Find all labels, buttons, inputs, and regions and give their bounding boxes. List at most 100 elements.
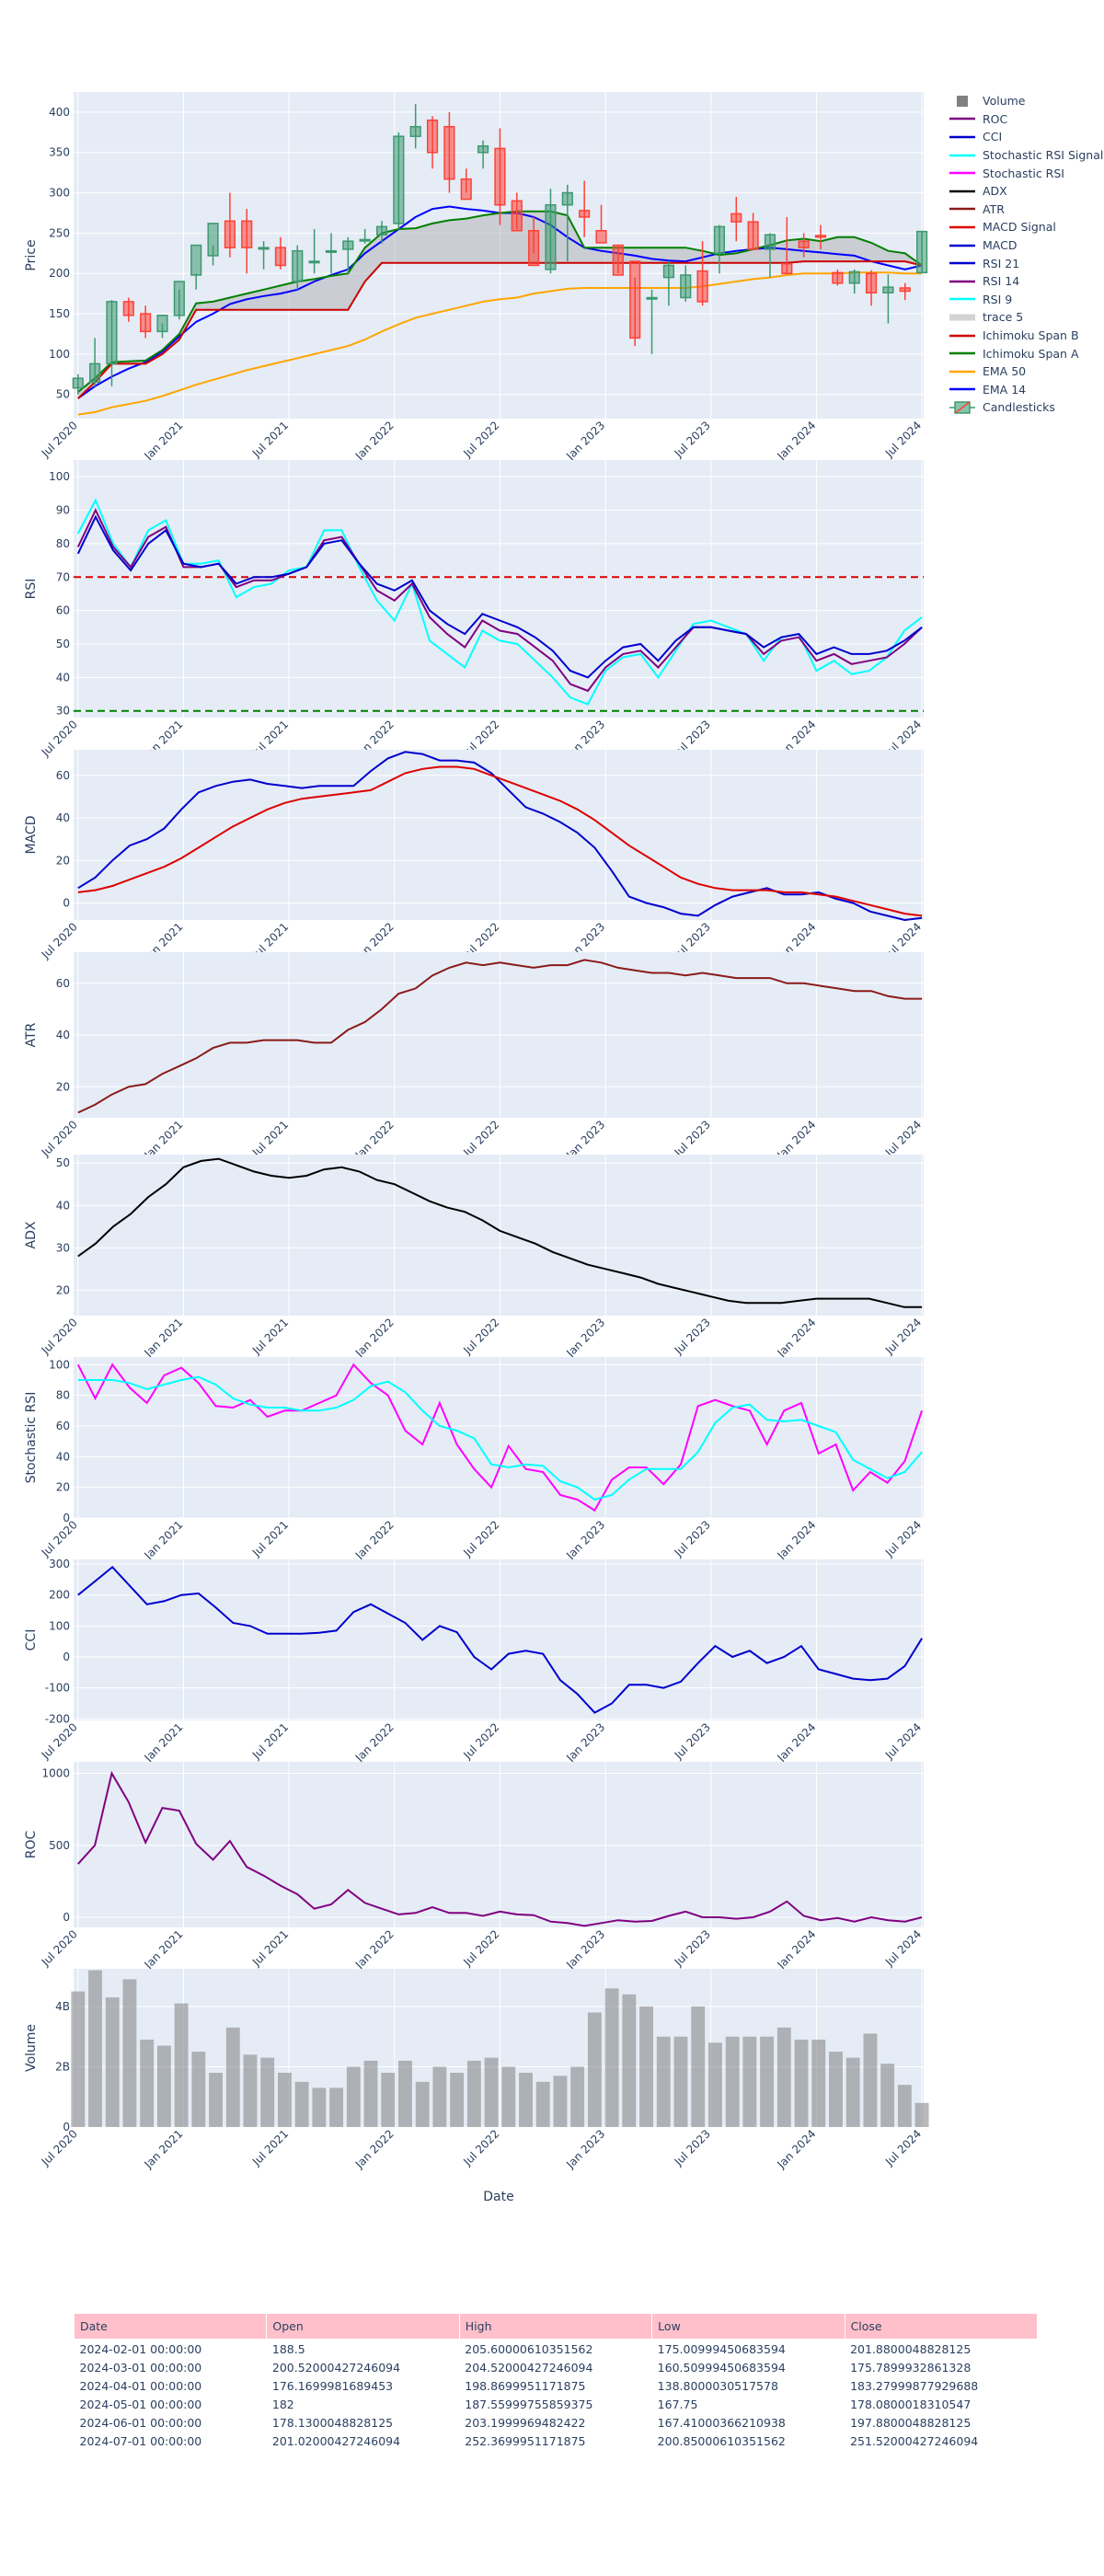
macd-line (77, 751, 923, 922)
stoch-plot-area (74, 1357, 924, 1518)
y-tick-label: 60 (56, 604, 70, 617)
legend-label: EMA 50 (983, 364, 1027, 379)
legend-item[interactable]: MACD Signal (948, 218, 1099, 236)
legend-label: RSI 9 (983, 292, 1013, 306)
candle-body (696, 270, 708, 303)
legend-item[interactable]: RSI 21 (948, 254, 1099, 272)
volume-bar (760, 2036, 775, 2127)
x-tick-label: Jul 2022 (460, 419, 501, 460)
ohlc-table: Date Open High Low Close 2024-02-01 00:0… (73, 2313, 1039, 2450)
volume-bar (363, 2060, 378, 2127)
legend-item[interactable]: RSI 14 (948, 272, 1099, 291)
y-tick-label: 0 (63, 2121, 70, 2133)
roc-plot-area (74, 1762, 924, 1927)
legend-item[interactable]: Volume (948, 92, 1099, 110)
y-tick-label: 300 (49, 1558, 70, 1570)
y-tick-label: 70 (56, 570, 70, 583)
candle-body (359, 238, 371, 242)
volume-bar (587, 2012, 602, 2127)
legend-item[interactable]: EMA 50 (948, 362, 1099, 381)
candle-body (662, 264, 674, 279)
table-cell: 251.52000427246094 (850, 2433, 979, 2448)
candle-body (747, 221, 759, 250)
candle-body (190, 244, 202, 276)
volume-bar (243, 2054, 258, 2127)
y-tick-label: 50 (56, 638, 70, 650)
legend-item[interactable]: EMA 14 (948, 381, 1099, 399)
legend-square-icon (957, 95, 968, 107)
legend-swatch (949, 314, 975, 321)
x-tick-label: Jul 2020 (39, 1118, 80, 1159)
legend-item[interactable]: ROC (948, 110, 1099, 129)
volume-bar (794, 2039, 809, 2127)
legend-item[interactable]: trace 5 (948, 308, 1099, 327)
x-axis-title: Date (483, 2190, 513, 2204)
volume-bar (415, 2081, 430, 2127)
candle-body (848, 270, 860, 284)
volume-bar (570, 2066, 585, 2127)
y-tick-label: 2B (55, 2060, 70, 2073)
legend-swatch (949, 154, 975, 156)
legend-item[interactable]: Candlesticks (948, 398, 1099, 417)
legend-item[interactable]: Stochastic RSI Signal (948, 146, 1103, 165)
table-cell: 204.52000427246094 (465, 2360, 593, 2375)
candle-body (865, 272, 878, 294)
x-tick-label: Jul 2024 (882, 1720, 924, 1762)
legend-item[interactable]: ADX (948, 182, 1099, 201)
ichimoku-span-b-line (77, 260, 923, 399)
legend-item[interactable]: ATR (948, 201, 1099, 219)
legend-swatch (949, 370, 975, 373)
table-header-cell: Date (73, 2313, 268, 2340)
volume-bar (88, 1970, 102, 2127)
y-tick-label: 80 (56, 537, 70, 550)
legend-item[interactable]: CCI (948, 128, 1099, 146)
table-cell: 2024-07-01 00:00:00 (79, 2433, 202, 2448)
volume-bar (209, 2073, 223, 2127)
x-tick-label: Jan 2021 (142, 1720, 186, 1765)
y-tick-label: 1000 (41, 1767, 70, 1780)
table-cell: 183.27999877929688 (850, 2378, 979, 2393)
candle-body (713, 225, 726, 255)
legend-swatch (949, 280, 975, 282)
table-cell: 203.1999969482422 (465, 2415, 586, 2430)
macd-y-axis-title: MACD (24, 816, 39, 855)
y-tick-label: 20 (56, 1481, 70, 1494)
table-cell: 252.3699951171875 (465, 2433, 586, 2448)
y-tick-label: 30 (56, 1241, 70, 1254)
price-panel: 50 100 150 200 250 300 350 400 Jul 2020 Jan 2021 J… (24, 92, 928, 491)
legend-item[interactable]: Stochastic RSI (948, 164, 1099, 182)
table-cell: 201.8800048828125 (850, 2341, 972, 2356)
candle-body (274, 247, 287, 267)
volume-bar (71, 1991, 86, 2127)
legend-item[interactable]: Ichimoku Span B (948, 327, 1099, 345)
table-cell: 175.00999450683594 (657, 2341, 786, 2356)
candle-body (140, 313, 152, 333)
legend-swatch (957, 95, 968, 107)
volume-bar (174, 2003, 189, 2127)
volume-bar (156, 2045, 171, 2127)
y-tick-label: 100 (49, 1358, 70, 1371)
legend-label: ATR (983, 201, 1005, 216)
x-tick-label: Jul 2021 (249, 2127, 291, 2168)
candle-body (528, 230, 540, 267)
legend-item[interactable]: MACD (948, 236, 1099, 255)
y-tick-label: 200 (49, 267, 70, 280)
candle-body (443, 125, 455, 180)
volume-bar (432, 2066, 447, 2127)
y-tick-label: 50 (56, 388, 70, 401)
legend-item[interactable]: RSI 9 (948, 291, 1099, 309)
legend-label: EMA 14 (983, 382, 1027, 397)
x-tick-label: Jul 2021 (249, 1927, 291, 1969)
legend-item[interactable]: Ichimoku Span A (948, 344, 1099, 362)
volume-bar (312, 2087, 327, 2127)
x-tick-label: Jan 2023 (563, 419, 607, 463)
y-tick-label: 20 (56, 1283, 70, 1296)
candle-body (612, 244, 624, 276)
candle-body (832, 271, 844, 284)
rsi-y-axis-title: RSI (24, 579, 39, 600)
table-cell: 205.60000610351562 (465, 2341, 593, 2356)
y-tick-label: 30 (56, 705, 70, 718)
stoch-y-axis-title: Stochastic RSI (24, 1392, 39, 1484)
